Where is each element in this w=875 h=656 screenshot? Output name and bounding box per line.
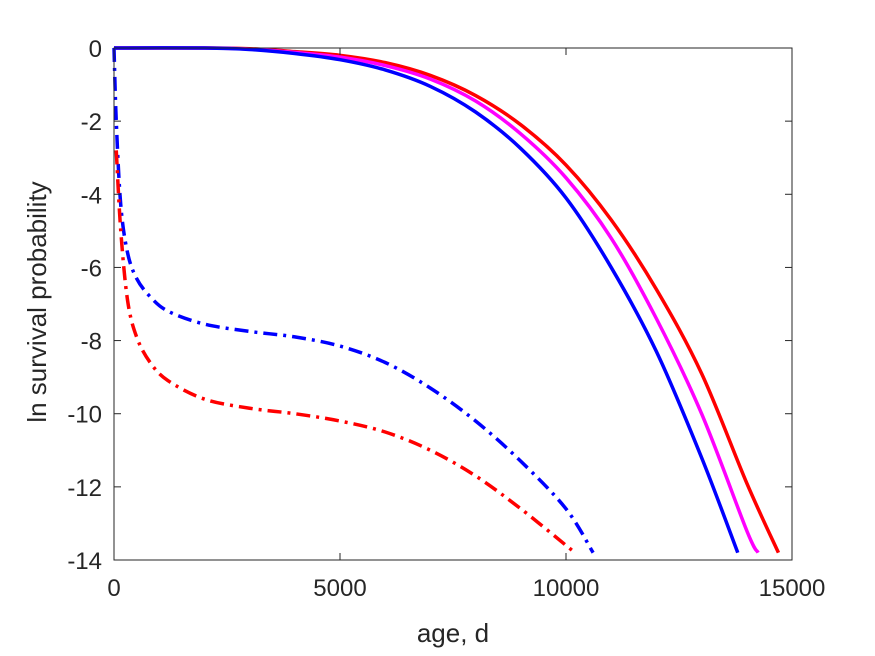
x-axis-label: age, d [417,618,489,648]
y-tick-label: -4 [81,182,102,209]
y-axis-label: ln survival probability [22,181,52,422]
x-tick-label: 15000 [759,575,826,602]
y-tick-label: -12 [67,475,102,502]
x-tick-label: 0 [107,575,120,602]
y-tick-label: 0 [89,36,102,63]
x-tick-label: 5000 [313,575,366,602]
y-tick-label: -6 [81,255,102,282]
y-tick-label: -8 [81,329,102,356]
series-line-solid-2 [113,46,740,554]
plot-frame [113,47,793,561]
series-layer [112,46,781,555]
ticks-layer: 0 5000 10000 15000 0 -2 -4 -6 -8 -10 -12 -14 [67,36,825,602]
series-line-dashdot-3 [112,47,595,554]
x-tick-label: 10000 [533,575,600,602]
y-tick-label: -14 [67,548,102,575]
y-tick-label: -10 [67,402,102,429]
y-tick-label: -2 [81,109,102,136]
series-line-dashdot-4 [114,150,577,555]
